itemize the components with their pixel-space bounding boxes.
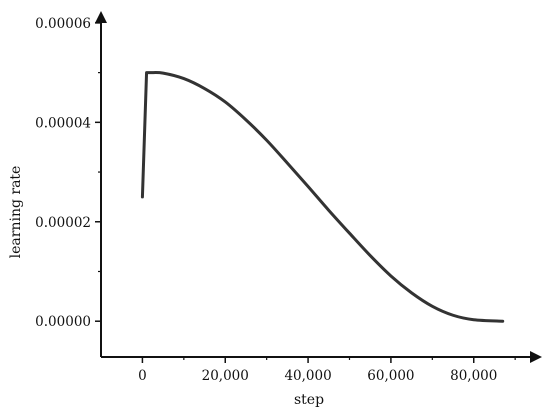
y-tick-label: 0.00002 bbox=[35, 215, 91, 231]
x-tick-label: 0 bbox=[138, 368, 147, 384]
y-axis-title: learning rate bbox=[8, 166, 24, 259]
y-tick-label: 0.00004 bbox=[35, 115, 91, 131]
y-ticks: 0.00000 0.00002 0.00004 0.00006 bbox=[35, 16, 101, 330]
x-tick-label: 80,000 bbox=[450, 368, 497, 384]
x-ticks: 0 20,000 40,000 60,000 80,000 bbox=[138, 357, 516, 384]
x-tick-label: 20,000 bbox=[202, 368, 249, 384]
x-tick-label: 60,000 bbox=[367, 368, 414, 384]
x-tick-label: 40,000 bbox=[284, 368, 331, 384]
axes bbox=[95, 11, 542, 363]
y-tick-label: 0.00000 bbox=[35, 314, 91, 330]
y-tick-label: 0.00006 bbox=[35, 16, 91, 32]
learning-rate-line bbox=[140, 71, 505, 323]
x-axis-title: step bbox=[294, 392, 324, 408]
plot-area bbox=[140, 71, 505, 323]
